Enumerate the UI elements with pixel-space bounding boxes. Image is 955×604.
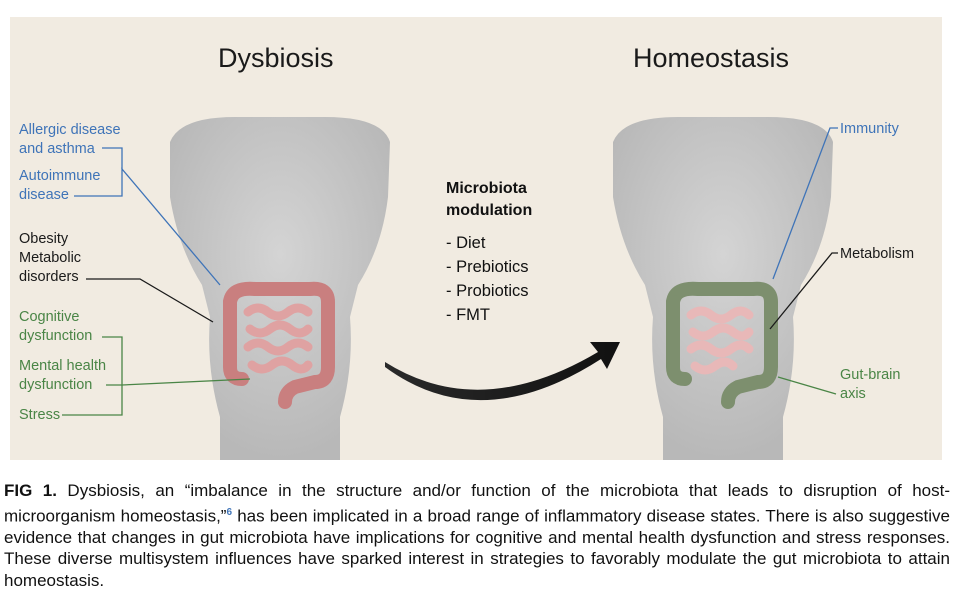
leader-mental: [106, 378, 251, 386]
label-cognitive-line2: dysfunction: [19, 328, 93, 344]
leader-obesity: [86, 278, 214, 323]
modulation-heading-line2: modulation: [446, 202, 533, 219]
label-gut-brain-line2: axis: [840, 386, 866, 402]
caption-text-1: Dysbiosis, an “imbalance in the structur…: [4, 481, 951, 526]
label-obesity-line2: Metabolic: [19, 250, 82, 266]
label-obesity-line1: Obesity: [19, 231, 69, 247]
leader-immunity: [772, 127, 838, 280]
caption-label: FIG 1.: [4, 481, 57, 500]
modulation-item-prebiotics: - Prebiotics: [446, 258, 529, 276]
label-stress: Stress: [19, 407, 61, 423]
leader-cognitive: [62, 336, 123, 416]
label-allergic: Allergic disease and asthma: [19, 121, 121, 159]
leader-gut-brain: [777, 376, 837, 395]
label-cognitive-line1: Cognitive: [19, 309, 80, 325]
homeostasis-intestines: [666, 281, 778, 409]
modulation-item-probiotics: - Probiotics: [446, 282, 529, 300]
leader-metabolism: [769, 252, 838, 330]
label-cognitive: Cognitive dysfunction: [19, 308, 92, 346]
modulation-item-diet: - Diet: [446, 234, 486, 252]
diagram-illustration: [62, 117, 838, 460]
label-gut-brain-line1: Gut-brain: [840, 367, 901, 383]
label-allergic-line1: Allergic disease: [19, 122, 121, 138]
dysbiosis-title: Dysbiosis: [218, 43, 334, 73]
label-allergic-line2: and asthma: [19, 141, 95, 157]
label-obesity: Obesity Metabolic disorders: [19, 230, 81, 287]
label-metabolism: Metabolism: [840, 246, 915, 262]
label-autoimmune-line1: Autoimmune: [19, 168, 101, 184]
modulation-heading-line1: Microbiota: [446, 180, 527, 197]
modulation-item-fmt: - FMT: [446, 306, 490, 324]
leader-allergic: [102, 147, 123, 169]
leader-autoimmune: [74, 167, 221, 286]
label-mental-line1: Mental health: [19, 358, 107, 374]
modulation-arrow: [385, 342, 620, 401]
label-mental: Mental health dysfunction: [19, 357, 106, 395]
label-mental-line2: dysfunction: [19, 377, 93, 393]
modulation-list: - Diet - Prebiotics - Probiotics - FMT: [446, 231, 529, 327]
label-autoimmune-line2: disease: [19, 187, 69, 203]
homeostasis-title: Homeostasis: [633, 43, 790, 73]
caption-reference[interactable]: 6: [226, 506, 233, 518]
figure-caption: FIG 1. Dysbiosis, an “imbalance in the s…: [4, 480, 950, 591]
label-immunity: Immunity: [840, 121, 899, 137]
label-obesity-line3: disorders: [19, 269, 79, 285]
caption-text-2: has been implicated in a broad range of …: [4, 506, 950, 590]
modulation-heading: Microbiota modulation: [446, 178, 532, 222]
label-autoimmune: Autoimmune disease: [19, 167, 100, 205]
label-gut-brain: Gut-brain axis: [840, 366, 900, 404]
